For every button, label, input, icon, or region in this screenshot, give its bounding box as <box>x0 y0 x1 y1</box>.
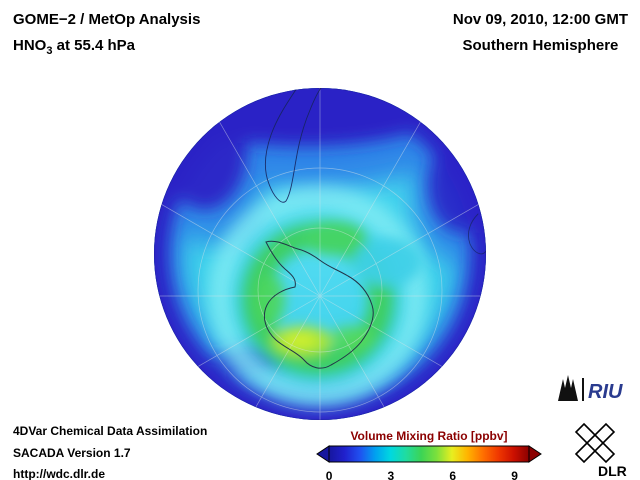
riu-logo: RIU <box>558 375 623 403</box>
australia-coastline <box>467 213 486 255</box>
colorbar-tick-label: 9 <box>511 469 518 480</box>
graticule <box>154 88 486 420</box>
colorbar <box>316 445 542 463</box>
colorbar-tick-label: 3 <box>387 469 395 480</box>
dlr-logo: DLR <box>574 422 627 478</box>
colorbar-arrow-left <box>316 445 330 463</box>
version-label: SACADA Version 1.7 <box>13 445 131 460</box>
colorbar-tick-label: 6 <box>449 469 457 480</box>
colorbar-gradient-bar <box>328 445 530 463</box>
datetime-label: Nov 09, 2010, 12:00 GMT <box>452 11 628 28</box>
antarctica-coastline <box>263 240 374 369</box>
species-level-label: HNO3 at 55.4 hPa <box>13 37 136 57</box>
cathedral-icon <box>558 375 578 401</box>
africa-coastline <box>423 89 465 130</box>
header-right: Nov 09, 2010, 12:00 GMT Southern Hemisph… <box>453 7 628 59</box>
footer-credits: 4DVar Chemical Data Assimilation SACADA … <box>13 421 207 480</box>
dlr-emblem-icon <box>574 422 616 464</box>
colorbar-ticks: 0 3 6 9 <box>316 469 542 480</box>
colorbar-title: Volume Mixing Ratio [ppbv] <box>350 429 508 443</box>
dlr-label: DLR <box>598 463 627 478</box>
assimilation-label: 4DVar Chemical Data Assimilation <box>13 424 208 438</box>
header-left: GOME−2 / MetOp Analysis HNO3 at 55.4 hPa <box>13 7 200 64</box>
riu-label: RIU <box>588 381 623 403</box>
colorbar-arrow-right <box>528 445 542 463</box>
colorbar-block: Volume Mixing Ratio [ppbv] 0 3 6 9 <box>316 429 542 480</box>
colorbar-tick-label: 0 <box>325 469 333 480</box>
south-america-coastline <box>264 88 322 203</box>
url-label: http://wdc.dlr.de <box>13 467 105 480</box>
region-label: Southern Hemisphere <box>462 37 619 54</box>
riu-divider <box>582 378 584 401</box>
product-title: GOME−2 / MetOp Analysis <box>13 11 201 28</box>
